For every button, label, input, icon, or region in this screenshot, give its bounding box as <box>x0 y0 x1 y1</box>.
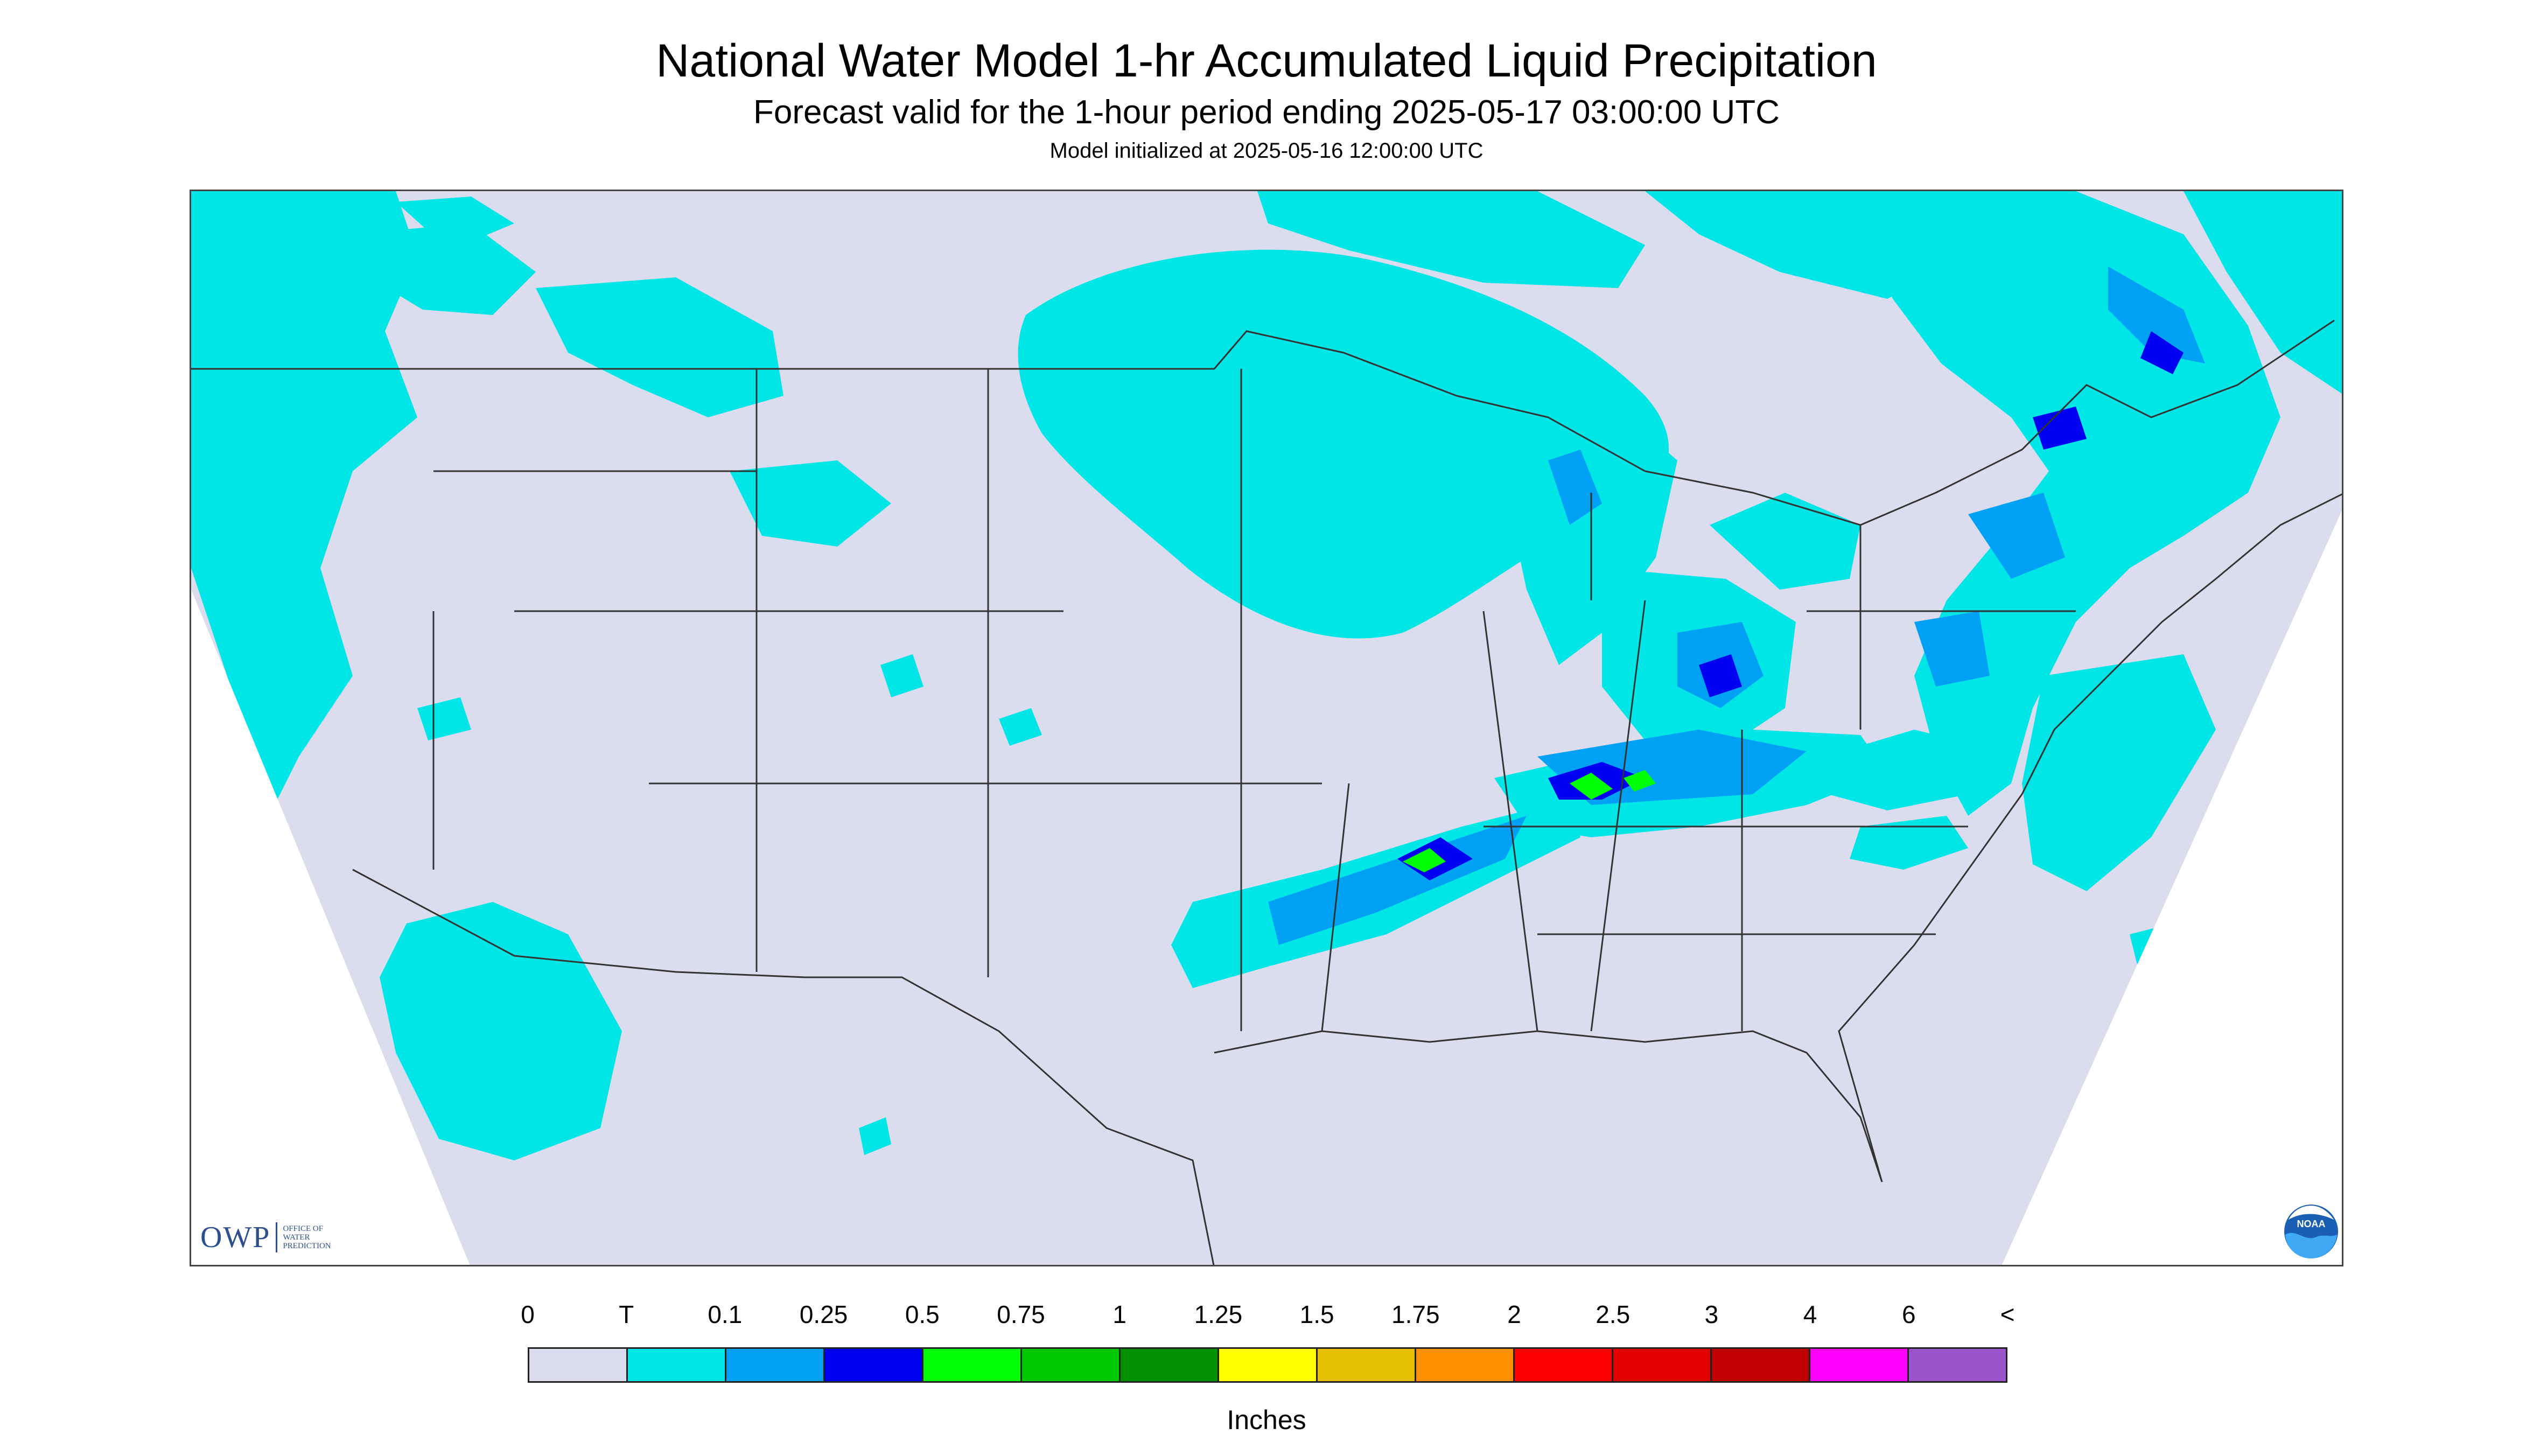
precip-light-southern-band <box>1268 816 1527 945</box>
legend-tick-label: 1.5 <box>1299 1300 1334 1328</box>
noaa-logo-icon: NOAA <box>2284 1205 2338 1258</box>
coastline-gulf <box>1214 1030 1883 1182</box>
legend-tick-label: 2 <box>1507 1300 1521 1328</box>
precip-area-appalachia <box>1807 730 2000 810</box>
precip-heavy-layer <box>1403 770 1656 872</box>
precipitation-map <box>190 190 2343 1266</box>
state-line-7 <box>1321 783 1350 1032</box>
owp-logo-line3: PREDICTION <box>283 1242 331 1250</box>
state-line-8 <box>1482 611 1538 1032</box>
precip-moderate-quebec <box>2140 331 2184 374</box>
precip-area-mexico-fleck <box>859 1117 891 1155</box>
owp-logo-words: OFFICE OF WATER PREDICTION <box>283 1224 331 1250</box>
owp-logo: OWP OFFICE OF WATER PREDICTION <box>200 1221 331 1254</box>
noaa-logo-text: NOAA <box>2297 1219 2326 1229</box>
legend-tick-label: T <box>619 1300 634 1328</box>
precip-area-atlantic-canada <box>2184 191 2342 394</box>
forecast-valid-subtitle: Forecast valid for the 1-hour period end… <box>753 94 1780 131</box>
legend-tick-label: 2.5 <box>1596 1300 1631 1328</box>
precip-area-ontario-north <box>1257 191 1645 288</box>
precip-area-idaho-montana <box>536 277 783 417</box>
precip-area-baja-north <box>514 977 611 1053</box>
owp-logo-line2: WATER <box>283 1233 310 1242</box>
legend-swatch <box>923 1349 1022 1381</box>
precip-light-michigan <box>1548 450 1602 525</box>
legend-units-label: Inches <box>1227 1405 1306 1435</box>
legend-swatch <box>726 1349 825 1381</box>
map-canvas <box>191 191 2342 1265</box>
legend-tick-label: 4 <box>1803 1300 1817 1328</box>
precip-area-baja <box>380 902 622 1160</box>
legend-swatch <box>1712 1349 1810 1381</box>
precip-area-colorado-fleck <box>880 654 923 697</box>
precip-heavy-arkansas <box>1403 848 1446 872</box>
owp-logo-line1: OFFICE OF <box>283 1224 324 1233</box>
precip-light-new-york <box>1968 493 2065 579</box>
precip-light-quebec <box>2108 267 2205 363</box>
precip-area-bc-north <box>396 197 514 250</box>
legend-swatch <box>529 1349 628 1381</box>
legend-swatch <box>1121 1349 1219 1381</box>
legend-tick-label: 0.25 <box>799 1300 848 1328</box>
precip-area-upper-midwest-swirl <box>1018 249 1669 639</box>
precip-heavy-tennessee <box>1624 770 1656 792</box>
boundary-lines <box>191 319 2342 1265</box>
legend-tick-label: < <box>2000 1300 2015 1328</box>
legend-swatch <box>628 1349 726 1381</box>
legend-swatch <box>1909 1349 2006 1381</box>
precip-light-pennsylvania <box>1914 611 1990 687</box>
owp-logo-letters: OWP <box>200 1221 271 1254</box>
legend-tick-label: 0 <box>521 1300 535 1328</box>
precip-area-wyoming <box>730 460 891 547</box>
precip-light-layer <box>1268 267 2205 945</box>
border-us-canada-west <box>191 330 1457 397</box>
legend-tick-label: 3 <box>1704 1300 1719 1328</box>
owp-logo-separator <box>276 1222 278 1252</box>
legend-tick-label: 1.25 <box>1194 1300 1243 1328</box>
precip-area-nevada-fleck <box>417 697 471 740</box>
outside-domain-east <box>2002 510 2342 1265</box>
legend-tick-label: 6 <box>1902 1300 1916 1328</box>
legend-tick-label: 0.5 <box>905 1300 940 1328</box>
legend-labels: 0 T 0.1 0.25 0.5 0.75 1 1.25 1.5 1.75 2 2.5 3 4 6 < <box>0 1302 2533 1334</box>
precip-moderate-layer <box>1397 331 2184 880</box>
legend-colorbar <box>528 1347 2007 1383</box>
precip-area-ontario-south <box>1710 493 1860 590</box>
legend-tick-label: 0.75 <box>997 1300 1045 1328</box>
legend-swatch <box>1416 1349 1515 1381</box>
border-us-canada-east <box>1456 319 2335 526</box>
border-us-mexico <box>352 869 1215 1265</box>
precip-moderate-vermont <box>2033 407 2087 450</box>
precip-heavy-kentucky <box>1570 773 1613 800</box>
precip-area-carolinas <box>1850 816 1968 870</box>
coastline-atlantic <box>1838 493 2342 1182</box>
precip-area-kansas-fleck <box>999 708 1042 746</box>
legend-swatch <box>1022 1349 1121 1381</box>
legend-swatch <box>1613 1349 1712 1381</box>
model-init-text: Model initialized at 2025-05-16 12:00:00… <box>1049 139 1484 163</box>
map-title: National Water Model 1-hr Accumulated Li… <box>656 35 1877 87</box>
legend-tick-label: 0.1 <box>708 1300 743 1328</box>
legend-swatch <box>825 1349 923 1381</box>
legend-swatch <box>1219 1349 1318 1381</box>
legend-swatch <box>1515 1349 1613 1381</box>
precip-area-bc <box>288 223 536 315</box>
legend-swatch <box>1318 1349 1416 1381</box>
legend-tick-label: 1 <box>1112 1300 1126 1328</box>
precip-area-pacific-nw <box>191 191 417 810</box>
legend-swatch <box>1810 1349 1909 1381</box>
legend-tick-label: 1.75 <box>1391 1300 1440 1328</box>
precip-moderate-ohio <box>1699 654 1742 697</box>
state-line-9 <box>1590 600 1646 1032</box>
